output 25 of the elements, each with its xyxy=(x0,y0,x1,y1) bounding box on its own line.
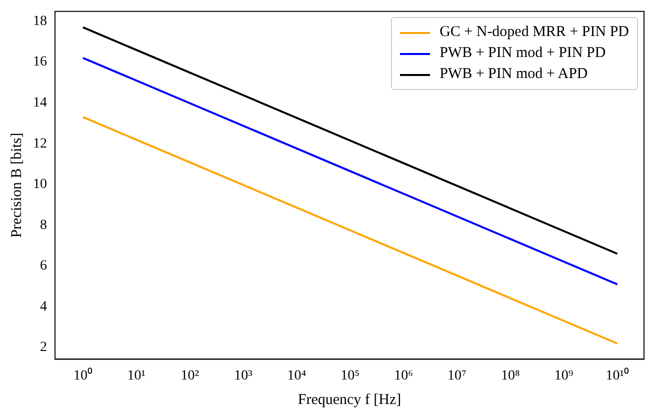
x-tick-label: 10⁵ xyxy=(340,368,360,384)
y-tick-label: 6 xyxy=(40,258,47,274)
x-tick-label: 10³ xyxy=(234,368,252,384)
y-axis-title: Precision B [bits] xyxy=(8,132,25,238)
y-tick-label: 16 xyxy=(33,54,47,70)
y-tick-label: 10 xyxy=(33,177,47,192)
y-tick-label: 12 xyxy=(33,136,47,152)
x-tick-label: 10⁰ xyxy=(73,367,92,384)
x-tick-label: 10⁸ xyxy=(500,368,520,384)
x-tick-label: 10² xyxy=(180,368,199,384)
y-tick-label: 4 xyxy=(40,299,47,314)
legend-label: GC + N-doped MRR + PIN PD xyxy=(440,24,629,42)
y-tick-label: 8 xyxy=(40,218,47,233)
x-tick-label: 10⁴ xyxy=(287,368,306,384)
y-tick-label: 18 xyxy=(33,14,47,29)
x-tick-label: 10¹ xyxy=(127,368,146,384)
x-tick-label: 10⁶ xyxy=(394,368,414,384)
x-axis-title: Frequency f [Hz] xyxy=(298,392,402,408)
legend-label: PWB + PIN mod + APD xyxy=(440,66,588,84)
y-tick-label: 14 xyxy=(33,95,47,110)
y-tick-label: 2 xyxy=(40,340,47,356)
x-tick-label: 10⁹ xyxy=(554,368,574,384)
legend-label: PWB + PIN mod + PIN PD xyxy=(440,45,606,62)
x-tick-label: 10¹⁰ xyxy=(606,367,629,384)
x-tick-label: 10⁷ xyxy=(448,368,467,384)
